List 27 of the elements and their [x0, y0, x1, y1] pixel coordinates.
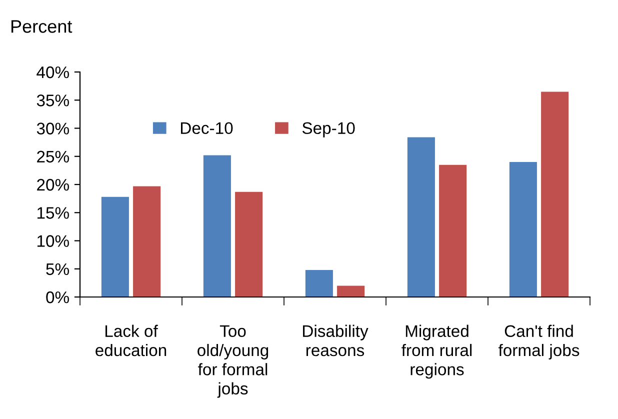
y-axis-title: Percent — [11, 20, 72, 33]
x-tick-label: Lack of education — [96, 324, 166, 356]
bar — [541, 92, 569, 297]
bar — [305, 270, 333, 297]
y-tick-label: 40% — [36, 66, 69, 78]
y-tick-label: 15% — [37, 207, 69, 219]
legend-label: Dec-10 — [181, 122, 233, 134]
x-tick-label: Disability reasons — [303, 324, 368, 356]
y-tick-label: 0% — [46, 291, 69, 304]
x-tick-label: Can't find formal jobs — [498, 324, 580, 360]
bar — [133, 186, 161, 297]
bar — [203, 155, 231, 297]
y-tick-label: 5% — [46, 263, 69, 276]
bar — [235, 192, 263, 297]
bar — [101, 196, 129, 297]
bar — [439, 164, 467, 297]
y-tick-label: 20% — [37, 178, 69, 191]
y-tick-label: 35% — [36, 94, 69, 106]
y-tick-label: 25% — [37, 150, 69, 163]
y-tick-label: 30% — [36, 122, 69, 134]
legend-label: Sep-10 — [302, 122, 355, 138]
y-tick-label: 10% — [37, 235, 69, 247]
bar — [337, 286, 365, 297]
bar — [509, 162, 537, 297]
bar — [407, 137, 435, 297]
x-tick-label: Too old/young for formal jobs — [198, 325, 268, 398]
x-tick-label: Migrated from rural regions — [402, 324, 472, 379]
